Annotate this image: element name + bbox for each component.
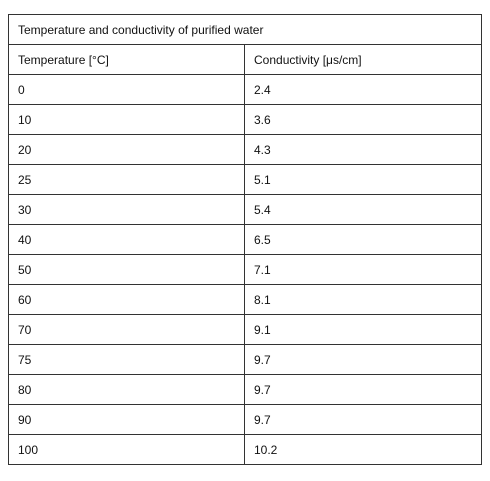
conductivity-cell: 9.7 — [244, 344, 482, 375]
table-row: 30 5.4 — [8, 194, 482, 225]
temperature-cell: 20 — [8, 134, 245, 165]
temperature-cell: 0 — [8, 74, 245, 105]
table-row: 40 6.5 — [8, 224, 482, 255]
header-row: Temperature [°C] Conductivity [μs/cm] — [8, 44, 482, 75]
temperature-cell: 100 — [8, 434, 245, 465]
conductivity-cell: 5.1 — [244, 164, 482, 195]
table-row: 70 9.1 — [8, 314, 482, 345]
conductivity-cell: 5.4 — [244, 194, 482, 225]
conductivity-cell: 9.7 — [244, 374, 482, 405]
table-row: 25 5.1 — [8, 164, 482, 195]
conductivity-cell: 10.2 — [244, 434, 482, 465]
table-body: 0 2.4 10 3.6 20 4.3 25 5.1 30 5.4 40 6.5 50 7.1 60 8.1 7… — [8, 74, 482, 465]
header-temperature: Temperature [°C] — [8, 44, 245, 75]
temperature-cell: 50 — [8, 254, 245, 285]
temperature-cell: 30 — [8, 194, 245, 225]
table-row: 80 9.7 — [8, 374, 482, 405]
header-conductivity: Conductivity [μs/cm] — [244, 44, 482, 75]
temperature-cell: 60 — [8, 284, 245, 315]
table-row: 20 4.3 — [8, 134, 482, 165]
conductivity-table: Temperature and conductivity of purified… — [8, 14, 482, 465]
conductivity-cell: 9.1 — [244, 314, 482, 345]
table-row: 0 2.4 — [8, 74, 482, 105]
conductivity-cell: 2.4 — [244, 74, 482, 105]
temperature-cell: 40 — [8, 224, 245, 255]
table-row: 50 7.1 — [8, 254, 482, 285]
table-row: 90 9.7 — [8, 404, 482, 435]
temperature-cell: 80 — [8, 374, 245, 405]
conductivity-cell: 8.1 — [244, 284, 482, 315]
table-row: 75 9.7 — [8, 344, 482, 375]
table-caption: Temperature and conductivity of purified… — [8, 14, 482, 45]
conductivity-cell: 6.5 — [244, 224, 482, 255]
caption-row: Temperature and conductivity of purified… — [8, 14, 482, 45]
temperature-cell: 70 — [8, 314, 245, 345]
conductivity-cell: 7.1 — [244, 254, 482, 285]
conductivity-cell: 3.6 — [244, 104, 482, 135]
temperature-cell: 25 — [8, 164, 245, 195]
table-row: 100 10.2 — [8, 434, 482, 465]
temperature-cell: 10 — [8, 104, 245, 135]
conductivity-cell: 9.7 — [244, 404, 482, 435]
temperature-cell: 75 — [8, 344, 245, 375]
conductivity-cell: 4.3 — [244, 134, 482, 165]
temperature-cell: 90 — [8, 404, 245, 435]
table-row: 10 3.6 — [8, 104, 482, 135]
table-row: 60 8.1 — [8, 284, 482, 315]
